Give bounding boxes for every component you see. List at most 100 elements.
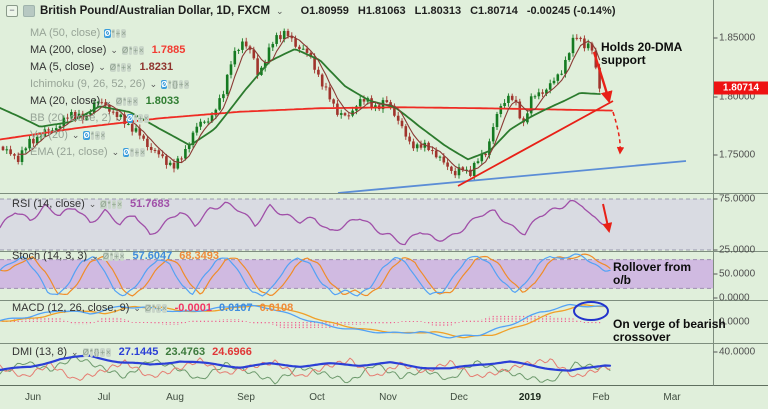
chevron-down-icon[interactable]: ⌄ <box>98 61 106 72</box>
indicator-label[interactable]: BB (20, close, 2) <box>30 112 112 124</box>
chevron-down-icon[interactable]: ⌄ <box>115 112 123 123</box>
indicator-legend-row: RSI (14, close) ⌄ Ø*+× 51.7683 <box>12 197 170 211</box>
indicator-label[interactable]: MA (200, close) <box>30 44 107 56</box>
chevron-down-icon[interactable]: ⌄ <box>104 95 112 106</box>
chevron-down-icon[interactable]: ⌄ <box>276 5 284 16</box>
visibility-off-icon[interactable]: Ø <box>104 29 111 38</box>
indicator-label[interactable]: DMI (13, 8) <box>12 346 68 358</box>
remove-indicator-icon[interactable]: × <box>126 63 132 72</box>
settings-icon[interactable]: * <box>129 46 133 55</box>
indicator-legend-row: MA (5, close) ⌄ Ø*+× 1.8231 <box>30 60 173 74</box>
visibility-icon[interactable]: Ø <box>109 63 116 72</box>
chevron-down-icon[interactable]: ⌄ <box>91 250 99 261</box>
add-indicator-icon[interactable]: + <box>138 114 143 123</box>
remove-indicator-icon[interactable]: × <box>119 252 125 261</box>
indicator-label[interactable]: EMA (21, close) <box>30 146 108 158</box>
indicator-label[interactable]: MA (50, close) <box>30 27 101 39</box>
settings-icon[interactable]: * <box>130 148 134 157</box>
add-indicator-icon[interactable]: + <box>121 63 126 72</box>
visibility-icon[interactable]: Ø <box>102 252 109 261</box>
add-indicator-icon[interactable]: + <box>115 29 121 38</box>
remove-indicator-icon[interactable]: × <box>139 46 144 55</box>
visibility-icon[interactable]: Ø <box>115 97 123 106</box>
settings-icon[interactable]: * <box>152 304 156 313</box>
annotation-rollover[interactable]: Rollover from o/b <box>613 260 692 288</box>
remove-indicator-icon[interactable]: × <box>161 304 167 313</box>
high-value: H1.81063 <box>357 5 406 17</box>
visibility-icon[interactable]: Ø <box>82 348 89 357</box>
time-axis-label: 2019 <box>518 392 542 403</box>
add-indicator-icon[interactable]: + <box>127 97 132 106</box>
indicator-value: 23.4763 <box>165 346 206 358</box>
chevron-down-icon[interactable]: ⌄ <box>71 346 79 357</box>
chevron-down-icon[interactable]: ⌄ <box>88 198 97 209</box>
indicator-label[interactable]: MACD (12, 26, close, 9) <box>12 302 130 314</box>
annotation-bearish-crossover[interactable]: On verge of bearish crossover <box>613 317 726 345</box>
remove-indicator-icon[interactable]: × <box>100 131 106 140</box>
indicator-value: 1.7885 <box>151 44 186 56</box>
chevron-down-icon[interactable]: ⌄ <box>110 44 118 55</box>
visibility-icon[interactable]: Ø <box>100 200 107 209</box>
remove-indicator-icon[interactable]: × <box>121 29 127 38</box>
indicator-label[interactable]: Vol (20) <box>30 129 68 141</box>
collapse-legend-icon[interactable]: − <box>6 5 18 17</box>
add-indicator-icon[interactable]: + <box>94 131 100 140</box>
chevron-down-icon[interactable]: ⌄ <box>149 78 158 89</box>
time-axis-label: Feb <box>592 392 610 403</box>
visibility-icon[interactable]: Ø <box>144 304 152 313</box>
remove-indicator-icon[interactable]: × <box>117 200 122 209</box>
indicator-legend-row: EMA (21, close) ⌄ Ø*+× <box>30 145 153 159</box>
visibility-off-icon[interactable]: Ø <box>123 148 130 157</box>
settings-icon[interactable]: * <box>111 29 115 38</box>
remove-indicator-icon[interactable]: × <box>132 97 138 106</box>
visibility-off-icon[interactable]: Ø <box>83 131 90 140</box>
ohlc-readout: O1.80959 H1.81063 L1.80313 C1.80714 -0.0… <box>301 5 616 17</box>
chart-type-icon[interactable] <box>23 5 35 17</box>
source-code-icon[interactable]: {} <box>93 348 100 357</box>
chevron-down-icon[interactable]: ⌄ <box>111 146 120 157</box>
visibility-icon[interactable]: Ø <box>121 46 129 55</box>
remove-indicator-icon[interactable]: × <box>105 348 111 357</box>
indicator-legend-row: MACD (12, 26, close, 9) ⌄ Ø*+× -0.0001 0.… <box>12 301 293 315</box>
chevron-down-icon[interactable]: ⌄ <box>133 302 141 313</box>
remove-indicator-icon[interactable]: × <box>184 80 190 89</box>
indicator-legend-row: DMI (13, 8) ⌄ Ø*{}+× 27.1445 23.4763 24.69… <box>12 345 252 359</box>
add-indicator-icon[interactable]: + <box>134 148 140 157</box>
settings-icon[interactable]: * <box>110 252 114 261</box>
settings-icon[interactable]: * <box>107 200 111 209</box>
visibility-off-icon[interactable]: Ø <box>126 114 134 123</box>
add-indicator-icon[interactable]: + <box>133 46 138 55</box>
remove-indicator-icon[interactable]: × <box>140 148 145 157</box>
add-indicator-icon[interactable]: + <box>100 348 105 357</box>
remove-indicator-icon[interactable]: × <box>143 114 149 123</box>
settings-icon[interactable]: * <box>123 97 127 106</box>
chevron-down-icon[interactable]: ⌄ <box>71 129 80 140</box>
price-axis-label: 25.0000 <box>719 244 756 256</box>
settings-icon[interactable]: * <box>168 80 172 89</box>
indicator-label[interactable]: MA (20, close) <box>30 95 101 107</box>
symbol-title[interactable]: British Pound/Australian Dollar, 1D, FXC… <box>40 5 271 17</box>
indicator-label[interactable]: RSI (14, close) <box>12 198 85 210</box>
add-indicator-icon[interactable]: + <box>114 252 119 261</box>
time-axis-label: Dec <box>450 392 468 403</box>
annotation-holds-20dma[interactable]: Holds 20-DMA support <box>601 40 682 68</box>
add-indicator-icon[interactable]: + <box>178 80 184 89</box>
indicator-label[interactable]: Ichimoku (9, 26, 52, 26) <box>30 78 146 90</box>
settings-icon[interactable]: * <box>134 114 138 123</box>
settings-icon[interactable]: * <box>116 63 121 72</box>
source-code-icon[interactable]: {} <box>172 80 178 89</box>
price-axis-label: 0.0000 <box>719 316 750 328</box>
settings-icon[interactable]: * <box>90 131 94 140</box>
time-axis-label: Oct <box>309 392 325 403</box>
indicator-legend-row: MA (20, close) ⌄ Ø*+× 1.8033 <box>30 94 179 108</box>
indicator-value: 0.0107 <box>218 302 253 314</box>
indicator-legend-row: MA (50, close) Ø*+× <box>30 26 134 40</box>
settings-icon[interactable]: * <box>89 348 93 357</box>
indicator-value: 0.0108 <box>259 302 294 314</box>
indicator-label[interactable]: Stoch (14, 3, 3) <box>12 250 88 262</box>
indicator-label[interactable]: MA (5, close) <box>30 61 95 73</box>
add-indicator-icon[interactable]: + <box>156 304 161 313</box>
visibility-off-icon[interactable]: Ø <box>161 80 168 89</box>
add-indicator-icon[interactable]: + <box>111 200 117 209</box>
